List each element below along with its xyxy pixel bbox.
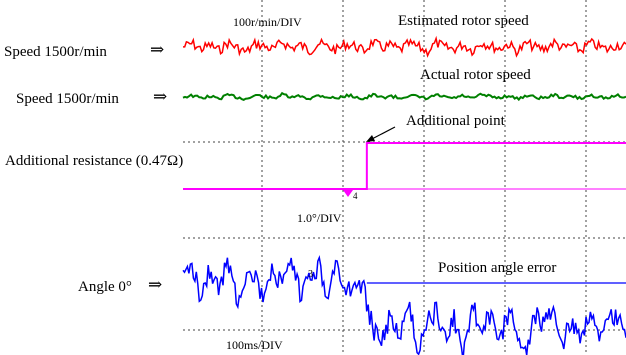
actual-arrow: ⇒: [153, 87, 167, 106]
angle-scale-label: 1.0°/DIV: [297, 211, 342, 225]
actual-ref-label: Speed 1500r/min: [16, 91, 119, 107]
angle-error-trace: [182, 254, 626, 355]
traces: [182, 35, 626, 355]
trigger-marker-4: [343, 190, 353, 197]
estimated-speed-trace: [183, 35, 626, 58]
marker-4-label: 4: [353, 191, 358, 201]
arrow-head: [366, 135, 375, 142]
additional-point-label: Additional point: [406, 113, 506, 129]
estimated-title: Estimated rotor speed: [398, 13, 529, 29]
actual-title: Actual rotor speed: [420, 67, 531, 83]
angle-arrow: ⇒: [148, 275, 162, 294]
estimated-ref-label: Speed 1500r/min: [4, 44, 107, 60]
resistance-label: Additional resistance (0.47Ω): [5, 153, 183, 169]
angle-title: Position angle error: [438, 260, 556, 276]
speed-scale-label: 100r/min/DIV: [233, 15, 302, 29]
angle-ref-label: Angle 0°: [78, 279, 132, 295]
resistance-step-trace: [183, 142, 626, 190]
marker-3-label: 3: [308, 269, 313, 280]
additional-point-arrow: [369, 126, 396, 141]
estimated-arrow: ⇒: [150, 40, 164, 59]
actual-speed-trace: [182, 91, 626, 102]
time-scale-label: 100ms/DIV: [226, 338, 283, 352]
